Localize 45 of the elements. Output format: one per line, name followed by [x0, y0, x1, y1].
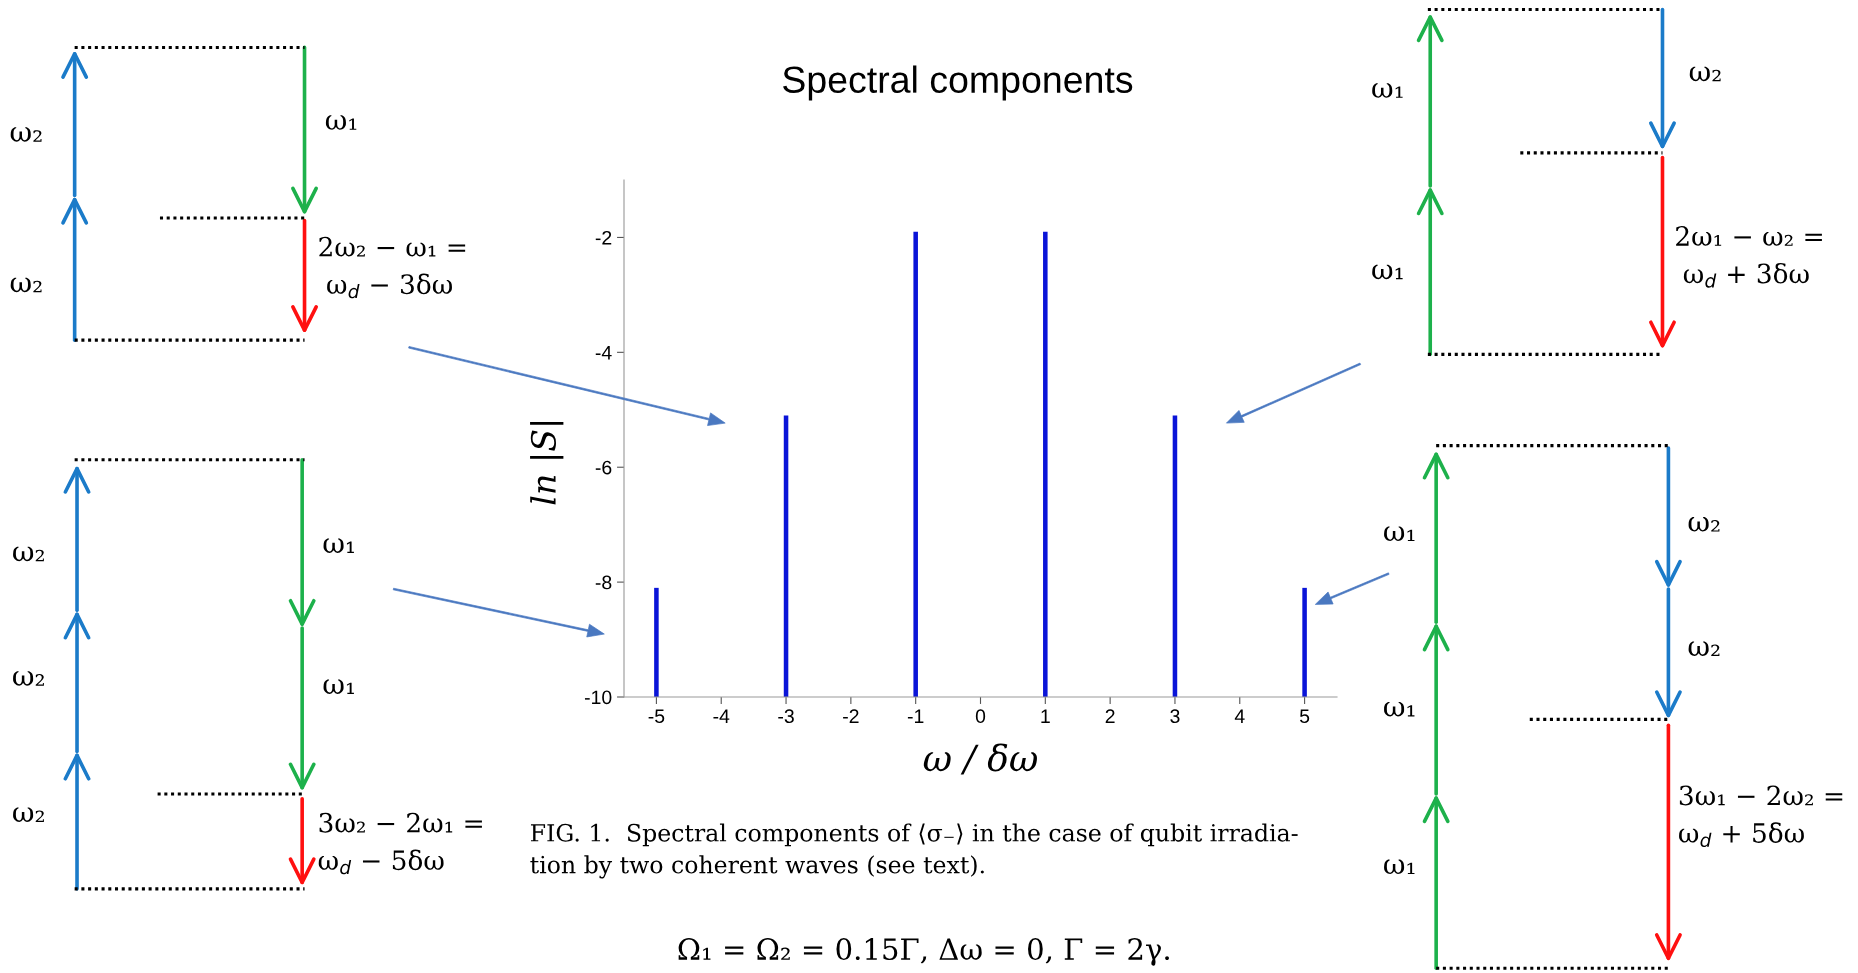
- x-tick-label: -1: [907, 709, 924, 723]
- caption: FIG. 1. Spectral components of ⟨σ₋⟩ in the case of qubit irradia- tion by two coherent waves (see text).: [530, 823, 1298, 879]
- x-axis-title: ω / δω: [923, 743, 1037, 775]
- text: ω₁: [1372, 83, 1403, 98]
- text: ω₁: [1384, 526, 1415, 542]
- x-tick-label: 2: [1105, 709, 1115, 723]
- text: 3ω₂ − 2ω₁ = ω$_{d}$ − 5δω: [318, 812, 482, 875]
- x-tick-label: 5: [1299, 709, 1310, 724]
- bar: [1302, 587, 1307, 697]
- y-tick-label: -10: [584, 690, 612, 705]
- bar: [913, 231, 918, 697]
- x-tick-label: -5: [648, 709, 665, 724]
- x-tick-label: -4: [713, 709, 730, 723]
- x-tick-label: 1: [1041, 709, 1050, 723]
- text: ω₂: [13, 546, 44, 562]
- x-tick-label: 0: [975, 709, 986, 724]
- y-tick-label: -8: [595, 575, 612, 590]
- y-tick-label: -6: [595, 460, 612, 475]
- text: 2ω₂ − ω₁ = ω$_{d}$ − 3δω: [319, 236, 466, 299]
- text: ω₂: [13, 807, 44, 822]
- text: ω₂: [10, 277, 42, 293]
- text: ω₁: [325, 115, 357, 130]
- text: ω₂: [10, 127, 42, 142]
- text: ω₁: [1372, 264, 1403, 280]
- text: ω₁: [323, 538, 354, 553]
- x-tick-label: -2: [843, 709, 859, 723]
- text: ω₁: [323, 679, 354, 694]
- chart-title: Spectral components: [783, 65, 1133, 101]
- text: Ω₁ = Ω₂ = 0.15Γ, Δω = 0, Γ = 2γ.: [678, 938, 1169, 966]
- x-tick-label: 3: [1170, 709, 1180, 724]
- text: ω₂: [1688, 641, 1720, 657]
- text: ω₂: [1688, 517, 1720, 532]
- y-axis-title: ln |S|: [530, 422, 564, 505]
- text: ω₁: [1384, 859, 1415, 875]
- text: ω₁: [1384, 701, 1415, 717]
- text: ω₂: [13, 671, 44, 686]
- y-tick-label: -4: [595, 346, 612, 360]
- bar: [654, 587, 659, 697]
- text: 2ω₁ − ω₂ = ω$_{d}$ + 3δω: [1676, 226, 1822, 288]
- x-tick-label: -3: [778, 709, 794, 724]
- y-tick-label: -2: [595, 230, 612, 245]
- bar: [1043, 231, 1048, 697]
- text: ω₂: [1689, 66, 1721, 82]
- x-tick-label: 4: [1234, 709, 1245, 723]
- text: 3ω₁ − 2ω₂ = ω$_{d}$ + 5δω: [1679, 785, 1843, 848]
